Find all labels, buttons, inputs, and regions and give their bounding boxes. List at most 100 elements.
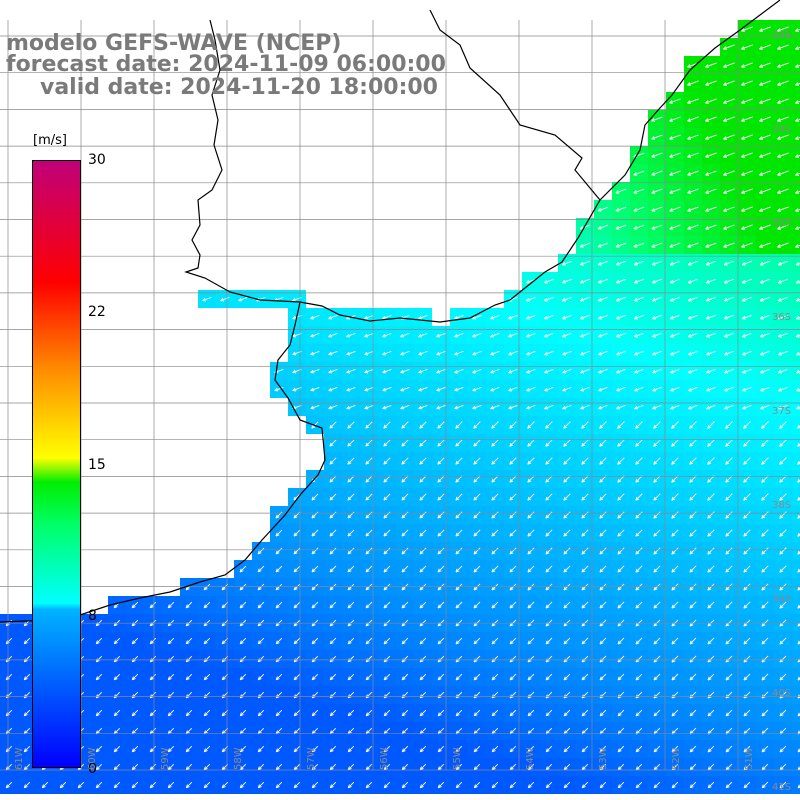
wind-arrow (723, 80, 735, 86)
wind-arrow (741, 98, 753, 104)
colorbar-tick: 30 (88, 152, 106, 168)
latitude-label: 40S (772, 688, 792, 699)
wind-arrow (723, 98, 735, 104)
field-cell (792, 146, 800, 164)
latitude-label: 33S (772, 30, 792, 41)
field-cell (792, 722, 800, 740)
latitude-label: 37S (772, 406, 792, 417)
field-cell (792, 380, 800, 398)
field-cell (792, 128, 800, 146)
field-cell (792, 218, 800, 236)
field-cell (792, 272, 800, 290)
wind-arrow (795, 118, 800, 122)
wind-arrow (705, 98, 717, 104)
colorbar-unit: [m/s] (33, 133, 67, 148)
field-cell (792, 416, 800, 434)
wind-arrow (777, 62, 789, 68)
longitude-label: 61W (14, 747, 25, 770)
wind-arrow (759, 98, 771, 104)
field-cell (792, 182, 800, 200)
wind-arrow (723, 116, 735, 122)
field-cell (792, 686, 800, 704)
longitude-label: 55W (452, 747, 463, 770)
wind-arrow (777, 98, 789, 104)
longitude-label: 60W (87, 747, 98, 770)
latitude-label: 38S (772, 500, 792, 511)
field-cell (792, 740, 800, 758)
field-cell (792, 632, 800, 650)
field-cell (792, 488, 800, 506)
colorbar-tick: 22 (88, 304, 106, 320)
longitude-label: 54W (525, 747, 536, 770)
field-cell (792, 56, 800, 74)
field-cell (792, 200, 800, 218)
longitude-label: 58W (233, 747, 244, 770)
wind-arrow (741, 62, 753, 68)
field-cell (792, 452, 800, 470)
wind-arrow (795, 64, 800, 68)
field-cell (792, 326, 800, 344)
wind-arrow (795, 100, 800, 104)
wind-arrow (705, 80, 717, 86)
field-cell (792, 362, 800, 380)
field-cell (792, 434, 800, 452)
field-cell (792, 506, 800, 524)
field-cell (792, 560, 800, 578)
longitude-label: 52W (671, 747, 682, 770)
field-cell (792, 470, 800, 488)
colorbar (32, 160, 81, 768)
field-cell (792, 110, 800, 128)
field-cell (792, 164, 800, 182)
longitude-label: 53W (598, 747, 609, 770)
latitude-label: 35S (772, 218, 792, 229)
wind-arrow (687, 116, 699, 122)
valid-date: valid date: 2024-11-20 18:00:00 (40, 75, 438, 100)
wind-arrow (669, 116, 681, 122)
field-cell (792, 668, 800, 686)
field-cell (792, 344, 800, 362)
wind-arrow (777, 80, 789, 86)
wind-arrow (759, 44, 771, 50)
wind-arrow (777, 116, 789, 122)
wind-arrow (759, 116, 771, 122)
forecast-date: forecast date: 2024-11-09 06:00:00 (6, 52, 446, 77)
field-cell (792, 704, 800, 722)
longitude-label: 57W (306, 747, 317, 770)
wind-arrow (651, 134, 663, 140)
field-cell (792, 398, 800, 416)
latitude-label: 36S (772, 312, 792, 323)
colorbar-tick: 8 (88, 608, 97, 624)
wind-arrow (687, 80, 699, 86)
field-cell (792, 74, 800, 92)
wind-arrow (687, 98, 699, 104)
field-cell (792, 650, 800, 668)
wind-arrow (759, 80, 771, 86)
wind-arrow (759, 26, 771, 32)
latitude-label: 41S (772, 782, 792, 793)
wind-arrow (723, 44, 735, 50)
field-cell (792, 38, 800, 56)
wind-arrow (741, 116, 753, 122)
field-cell (792, 92, 800, 110)
wind-speed-field (0, 20, 800, 794)
field-cell (792, 524, 800, 542)
wind-arrow (687, 134, 699, 140)
wind-arrow (777, 44, 789, 50)
field-cell (792, 290, 800, 308)
wind-arrow (723, 62, 735, 68)
latitude-label: 39S (772, 594, 792, 605)
wind-arrow (741, 44, 753, 50)
field-cell (792, 578, 800, 596)
wind-arrow (669, 98, 681, 104)
wind-arrow (795, 28, 800, 32)
longitude-label: 59W (160, 747, 171, 770)
wind-arrow (795, 82, 800, 86)
wind-arrow (777, 26, 789, 32)
field-cell (792, 308, 800, 326)
wind-arrow (669, 134, 681, 140)
field-cell (792, 776, 800, 794)
wind-arrow (705, 62, 717, 68)
wind-arrow (759, 62, 771, 68)
field-cell (792, 758, 800, 776)
